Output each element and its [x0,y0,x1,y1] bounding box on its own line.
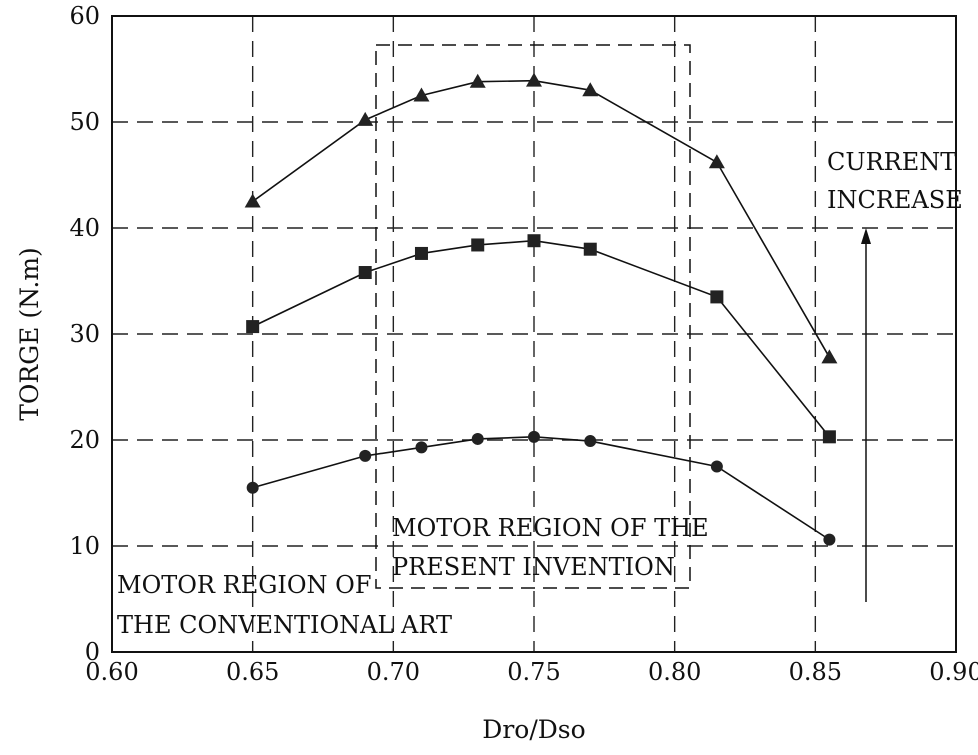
present-region-label-line2: PRESENT INVENTION [392,553,675,581]
data-point-circle [359,450,371,462]
data-point-square [246,320,259,333]
data-point-circle [823,534,835,546]
current-increase-arrow-head [861,228,871,244]
data-point-triangle [526,73,542,87]
current-increase-label-line2: INCREASE [827,186,963,214]
data-point-circle [472,433,484,445]
present-invention-region-box [376,45,690,588]
data-point-square [823,430,836,443]
data-point-triangle [470,74,486,88]
present-region-label-line1: MOTOR REGION OF THE [392,514,709,542]
x-tick-label: 0.80 [648,658,701,686]
series-layer [245,73,838,546]
conventional-region-label-line1: MOTOR REGION OF [117,571,372,599]
data-point-square [471,238,484,251]
series-square [246,234,836,443]
data-point-circle [415,441,427,453]
y-tick-label: 0 [85,638,100,666]
x-tick-label: 0.65 [226,658,279,686]
data-point-square [528,234,541,247]
data-point-triangle [821,349,837,363]
data-point-circle [247,482,259,494]
data-point-circle [528,431,540,443]
x-tick-label: 0.90 [929,658,978,686]
data-point-square [415,247,428,260]
data-point-circle [584,435,596,447]
y-tick-label: 30 [69,320,100,348]
x-axis-label: Dro/Dso [482,715,585,744]
current-increase-label-line1: CURRENT [827,148,956,176]
data-point-triangle [357,112,373,126]
y-tick-label: 10 [69,532,100,560]
data-point-square [710,290,723,303]
series-triangle [245,73,838,364]
data-point-square [359,266,372,279]
y-tick-label: 50 [69,108,100,136]
y-tick-label: 20 [69,426,100,454]
x-tick-label: 0.85 [789,658,842,686]
x-tick-label: 0.70 [367,658,420,686]
x-tick-label: 0.75 [507,658,560,686]
y-tick-label: 60 [69,2,100,30]
data-point-triangle [709,154,725,168]
data-point-triangle [245,194,261,208]
y-tick-label: 40 [69,214,100,242]
series-line-square [253,241,830,437]
conventional-region-label-line2: THE CONVENTIONAL ART [117,611,452,639]
y-axis-label: TORGE (N.m) [15,247,44,421]
data-point-circle [711,461,723,473]
data-point-square [584,243,597,256]
